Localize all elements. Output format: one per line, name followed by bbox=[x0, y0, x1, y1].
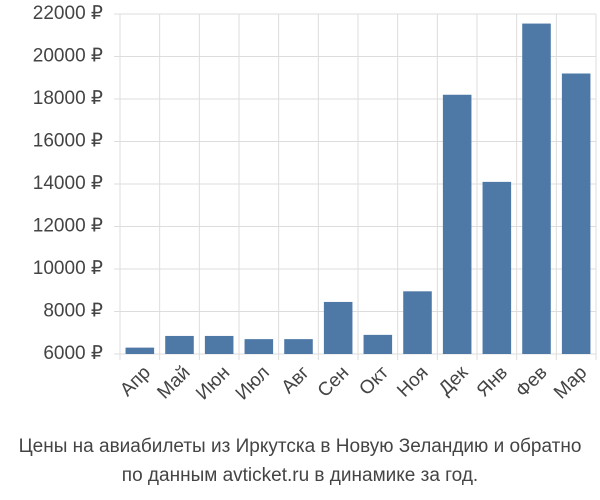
y-tick-label: 6000 ₽ bbox=[43, 343, 103, 364]
y-tick-label: 20000 ₽ bbox=[33, 46, 103, 67]
bar bbox=[204, 335, 234, 354]
bar bbox=[125, 347, 155, 354]
bar bbox=[323, 301, 353, 354]
bar bbox=[522, 23, 551, 354]
y-tick-label: 22000 ₽ bbox=[33, 3, 103, 24]
bar bbox=[442, 94, 472, 354]
y-tick-label: 16000 ₽ bbox=[33, 131, 103, 152]
y-tick-label: 8000 ₽ bbox=[43, 301, 103, 322]
x-tick-label: Дек bbox=[435, 362, 473, 400]
chart-title: Цены на авиабилеты из Иркутска в Новую З… bbox=[19, 436, 582, 457]
y-tick-label: 10000 ₽ bbox=[33, 258, 103, 279]
bar bbox=[244, 339, 274, 354]
x-tick-label: Июл bbox=[232, 362, 274, 404]
x-tick-label: Сен bbox=[314, 362, 353, 401]
y-tick-label: 12000 ₽ bbox=[33, 216, 103, 237]
x-tick-label: Мар bbox=[550, 362, 591, 403]
x-tick-label: Ноя bbox=[393, 362, 432, 401]
x-tick-label: Окт bbox=[355, 362, 393, 400]
y-tick-label: 18000 ₽ bbox=[33, 88, 103, 109]
bar bbox=[403, 291, 432, 354]
bar bbox=[165, 335, 194, 354]
bar bbox=[561, 73, 591, 354]
bar bbox=[284, 339, 313, 354]
x-tick-label: Фев bbox=[512, 362, 552, 402]
x-tick-label: Апр bbox=[116, 362, 155, 401]
bar bbox=[482, 181, 512, 354]
x-tick-label: Май bbox=[153, 362, 194, 403]
x-tick-label: Авг bbox=[278, 362, 314, 398]
y-tick-label: 14000 ₽ bbox=[33, 173, 103, 194]
chart-subtitle: по данным avticket.ru в динамике за год. bbox=[122, 465, 478, 486]
x-tick-label: Июн bbox=[192, 362, 234, 404]
bar bbox=[363, 334, 393, 354]
x-tick-label: Янв bbox=[473, 362, 512, 401]
